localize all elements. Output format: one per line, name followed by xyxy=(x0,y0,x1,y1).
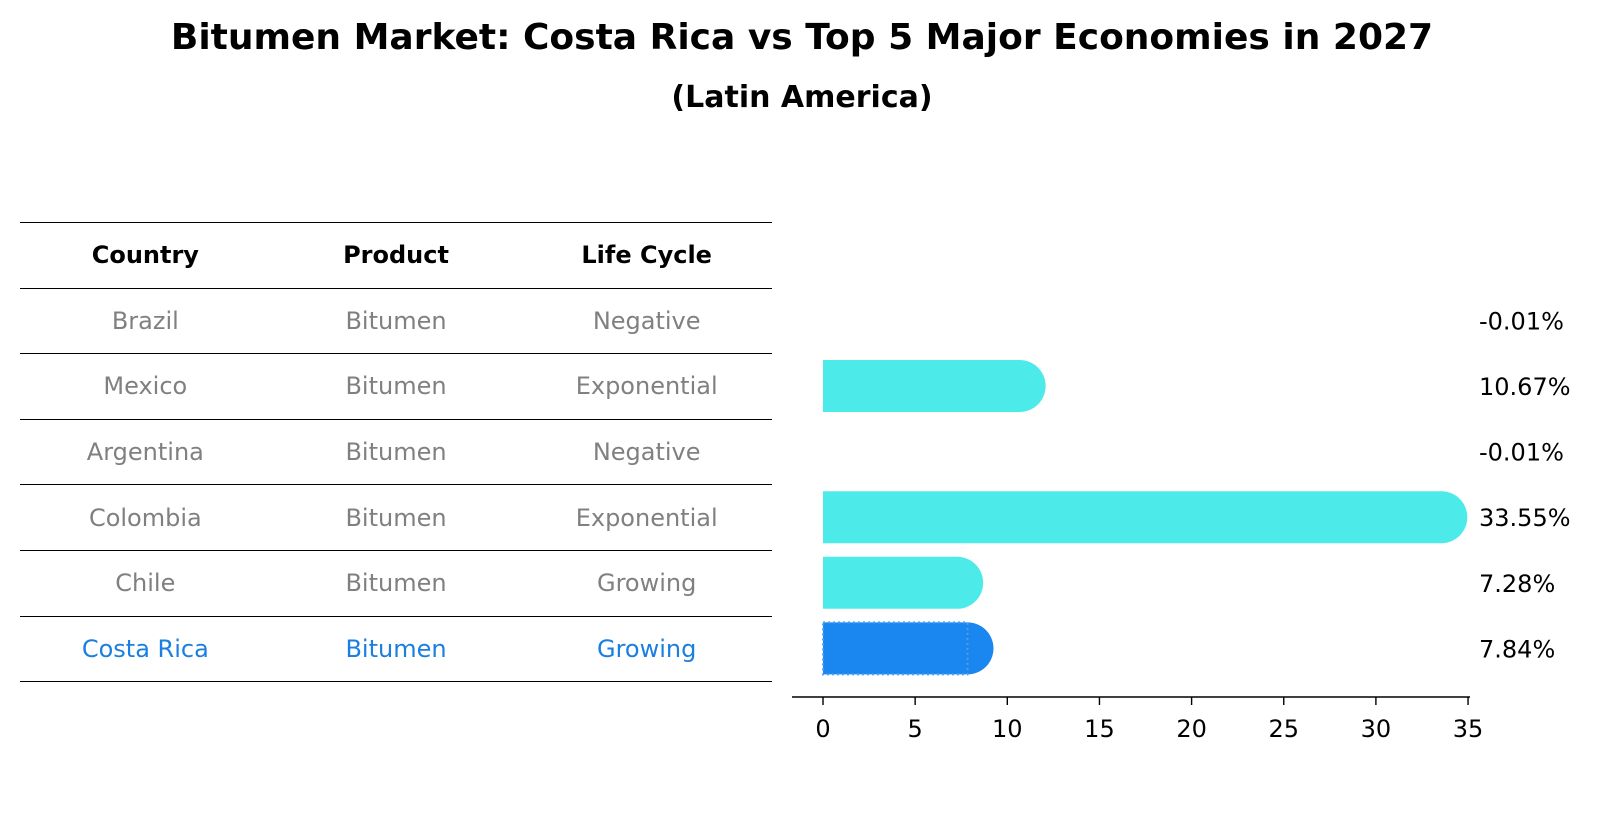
table-row: Brazil Bitumen Negative xyxy=(20,289,772,355)
life-cycle-cell: Exponential xyxy=(575,372,718,401)
x-tick-label: 20 xyxy=(1176,715,1207,743)
header-life-cycle: Life Cycle xyxy=(581,241,712,270)
table-row: Argentina Bitumen Negative xyxy=(20,420,772,486)
product-cell: Bitumen xyxy=(345,634,447,663)
header-country: Country xyxy=(91,241,199,270)
x-tick-label: 30 xyxy=(1361,715,1392,743)
product-cell: Bitumen xyxy=(345,372,447,401)
x-tick-label: 15 xyxy=(1084,715,1115,743)
product-cell: Bitumen xyxy=(345,503,447,532)
value-label: 7.28% xyxy=(1479,570,1555,598)
x-tick-label: 0 xyxy=(815,715,830,743)
country-cell: Colombia xyxy=(88,503,202,532)
table-row-highlight: Costa Rica Bitumen Growing xyxy=(20,617,772,683)
bar-chile xyxy=(823,556,984,609)
value-label: -0.01% xyxy=(1479,307,1564,335)
value-label: -0.01% xyxy=(1479,439,1564,467)
country-cell: Argentina xyxy=(86,438,204,467)
value-label: 7.84% xyxy=(1479,635,1555,663)
table-row: Colombia Bitumen Exponential xyxy=(20,485,772,551)
x-tick-label: 10 xyxy=(992,715,1023,743)
country-cell: Brazil xyxy=(111,306,179,335)
bar-mexico xyxy=(823,360,1046,412)
country-cell: Chile xyxy=(115,569,176,598)
bar-highlight-outline xyxy=(822,621,969,676)
table-row: Mexico Bitumen Exponential xyxy=(20,354,772,420)
life-cycle-cell: Negative xyxy=(592,306,701,335)
life-cycle-cell: Growing xyxy=(596,569,697,598)
bar-costa-rica xyxy=(823,622,994,675)
product-cell: Bitumen xyxy=(345,306,447,335)
value-label: 33.55% xyxy=(1479,504,1571,532)
header-product: Product xyxy=(343,241,449,270)
table-row: Chile Bitumen Growing xyxy=(20,551,772,617)
table-header-row: Country Product Life Cycle xyxy=(20,223,772,289)
chart-subtitle: (Latin America) xyxy=(671,80,933,115)
x-tick-label: 5 xyxy=(908,715,923,743)
country-table: Country Product Life Cycle Brazil Bitume… xyxy=(20,222,772,683)
product-cell: Bitumen xyxy=(345,569,447,598)
bar-colombia xyxy=(823,491,1468,544)
life-cycle-cell: Exponential xyxy=(575,503,718,532)
life-cycle-cell: Growing xyxy=(596,634,697,663)
country-cell: Costa Rica xyxy=(81,634,209,663)
life-cycle-cell: Negative xyxy=(592,438,701,467)
country-cell: Mexico xyxy=(103,372,188,401)
x-tick-label: 25 xyxy=(1268,715,1299,743)
value-label: 10.67% xyxy=(1479,373,1571,401)
x-tick-label: 35 xyxy=(1453,715,1484,743)
chart-title: Bitumen Market: Costa Rica vs Top 5 Majo… xyxy=(170,17,1434,58)
product-cell: Bitumen xyxy=(345,438,447,467)
